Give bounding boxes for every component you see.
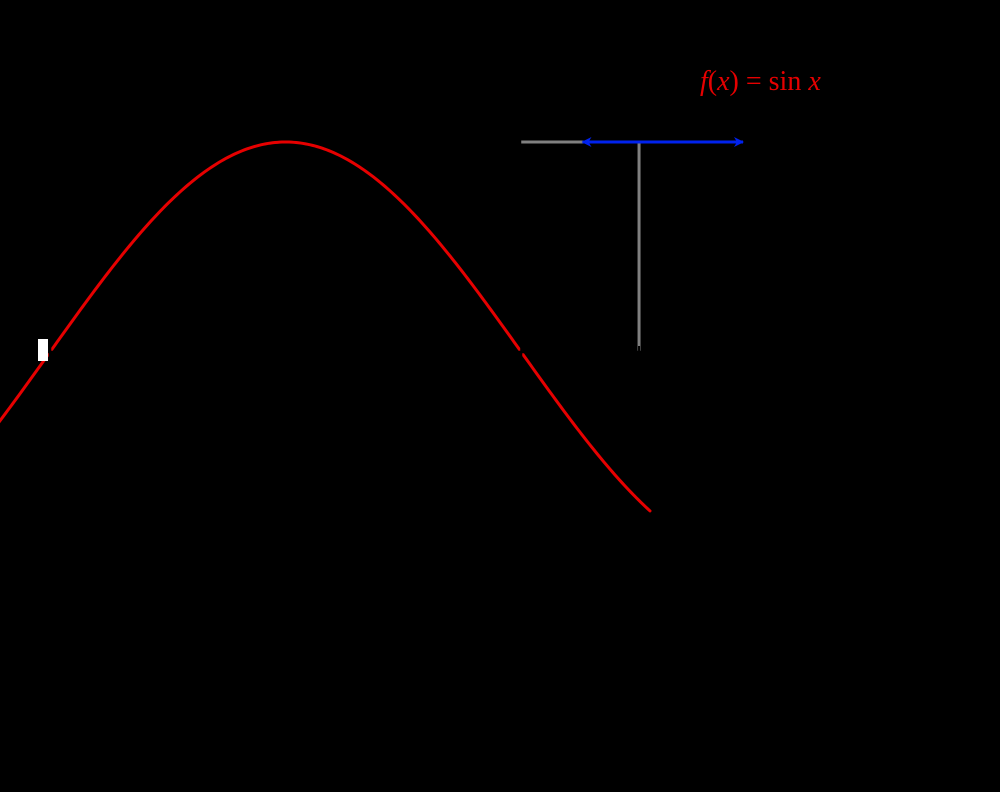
x-tick-label: π xyxy=(516,362,528,387)
svg-text:2: 2 xyxy=(280,382,291,407)
y-axis-label: f(x) xyxy=(64,0,97,7)
function-label: f(x) = sin x xyxy=(700,66,821,97)
y-tick-label: −1 xyxy=(13,549,36,574)
y-tick-label: 1 xyxy=(25,129,36,154)
white-marker xyxy=(38,339,48,361)
svg-text:3π: 3π xyxy=(745,356,769,381)
svg-text:π: π xyxy=(280,356,292,381)
background xyxy=(0,0,1000,792)
x-tick-label: 2π xyxy=(981,362,1000,387)
sine-plot: −π2π2π3π22π−11xf(x)f(x) = sin x xyxy=(0,0,1000,792)
svg-text:2: 2 xyxy=(751,382,762,407)
